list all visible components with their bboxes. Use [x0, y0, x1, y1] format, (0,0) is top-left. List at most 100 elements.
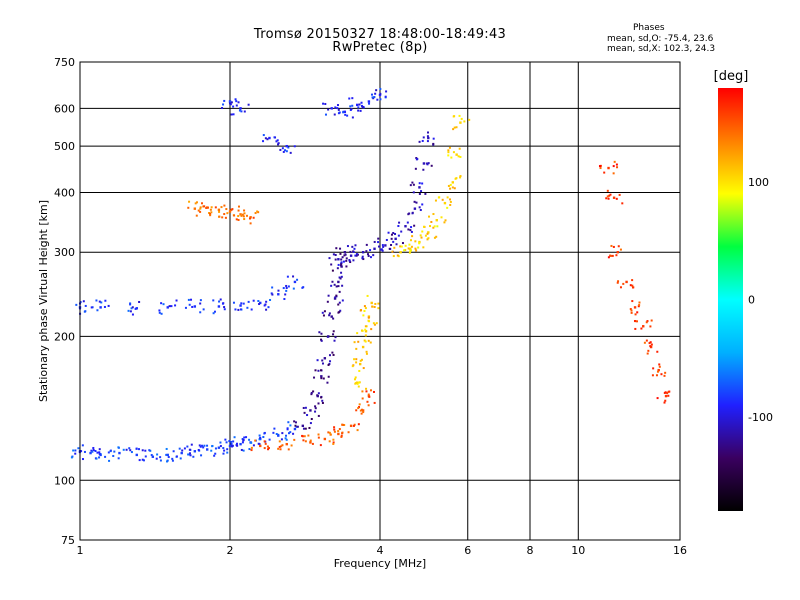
- data-point-scatter: [275, 432, 278, 435]
- data-point-scatter: [433, 236, 436, 239]
- data-point-scatter: [320, 332, 323, 335]
- data-point-scatter: [333, 339, 336, 342]
- y-axis-label: Stationary phase Virtual Height [km]: [37, 200, 50, 402]
- data-point-scatter: [231, 208, 234, 211]
- data-point-scatter: [303, 411, 306, 414]
- data-point-scatter: [374, 302, 377, 305]
- data-point-scatter: [199, 445, 202, 448]
- data-point-scatter: [243, 218, 246, 221]
- data-point-scatter: [365, 243, 368, 246]
- data-point-scatter: [238, 109, 241, 112]
- data-point-scatter: [640, 327, 643, 330]
- data-point: [166, 306, 169, 309]
- data-point-scatter: [285, 289, 288, 292]
- data-point-scatter: [373, 240, 376, 243]
- data-point-scatter: [223, 449, 226, 452]
- data-point-scatter: [414, 247, 417, 250]
- data-point-scatter: [247, 103, 250, 106]
- data-point-scatter: [188, 448, 191, 451]
- data-point-scatter: [266, 445, 269, 448]
- data-point-scatter: [666, 392, 669, 395]
- data-point-scatter: [322, 314, 325, 317]
- data-point-scatter: [135, 447, 138, 450]
- data-point-scatter: [236, 444, 239, 447]
- data-point: [355, 381, 359, 384]
- data-point-scatter: [252, 299, 255, 302]
- data-point-scatter: [199, 206, 202, 209]
- data-point-scatter: [94, 450, 97, 453]
- data-point-scatter: [415, 201, 418, 204]
- data-point-scatter: [201, 202, 204, 205]
- data-point-scatter: [354, 376, 357, 379]
- data-point-scatter: [636, 311, 639, 314]
- data-point-scatter: [165, 447, 168, 450]
- data-point-scatter: [232, 301, 235, 304]
- data-point-scatter: [98, 451, 101, 454]
- data-point-scatter: [158, 309, 161, 312]
- data-point-scatter: [667, 394, 670, 397]
- data-point-scatter: [353, 423, 356, 426]
- data-point-scatter: [144, 449, 147, 452]
- data-point-scatter: [195, 201, 198, 204]
- data-point-scatter: [369, 341, 372, 344]
- data-point-scatter: [459, 155, 462, 158]
- data-point-scatter: [650, 319, 653, 322]
- data-point: [642, 325, 645, 328]
- data-point-scatter: [134, 307, 137, 310]
- data-point-scatter: [432, 137, 435, 140]
- data-point-scatter: [449, 203, 452, 206]
- data-point-scatter: [424, 234, 427, 237]
- data-point-scatter: [453, 115, 456, 118]
- data-point-scatter: [366, 253, 369, 256]
- data-point-scatter: [363, 305, 366, 308]
- data-point-scatter: [289, 424, 292, 427]
- data-point-scatter: [188, 200, 191, 203]
- data-point-scatter: [341, 423, 344, 426]
- data-point-scatter: [195, 214, 198, 217]
- data-point-scatter: [619, 286, 622, 289]
- data-point-scatter: [277, 142, 280, 145]
- data-point: [409, 247, 412, 250]
- data-point-scatter: [141, 458, 144, 461]
- data-point-scatter: [629, 308, 632, 311]
- data-point-scatter: [336, 267, 339, 270]
- data-point-scatter: [328, 354, 331, 357]
- data-point-scatter: [651, 374, 654, 377]
- data-point-scatter: [376, 98, 379, 101]
- data-point-scatter: [384, 95, 387, 98]
- data-point-scatter: [458, 147, 461, 150]
- data-point: [333, 297, 337, 300]
- data-point-scatter: [235, 218, 238, 221]
- data-point-scatter: [349, 250, 352, 253]
- data-point-scatter: [327, 431, 330, 434]
- data-point-scatter: [250, 308, 253, 311]
- data-point-scatter: [276, 139, 279, 142]
- data-point-scatter: [332, 438, 335, 441]
- data-point-scatter: [359, 409, 362, 412]
- data-point-scatter: [199, 299, 202, 302]
- phases-stats-o: mean, sd,O: -75.4, 23.6: [607, 34, 714, 44]
- data-point: [259, 301, 262, 305]
- data-point-scatter: [381, 249, 384, 252]
- data-point-scatter: [649, 341, 652, 344]
- data-point-scatter: [455, 177, 458, 180]
- data-point-scatter: [283, 298, 286, 301]
- data-point-scatter: [395, 243, 398, 246]
- data-point-scatter: [327, 108, 330, 111]
- data-point-scatter: [606, 189, 609, 192]
- data-point-scatter: [656, 350, 659, 353]
- x-axis-label: Frequency [MHz]: [334, 557, 426, 570]
- data-point-scatter: [316, 359, 319, 362]
- data-point-scatter: [224, 438, 227, 441]
- data-point-scatter: [331, 269, 334, 272]
- data-point-scatter: [393, 246, 396, 249]
- data-point-scatter: [373, 323, 376, 326]
- data-point-scatter: [444, 219, 447, 222]
- data-point-scatter: [354, 254, 357, 257]
- data-point-scatter: [237, 218, 240, 221]
- data-point-scatter: [222, 103, 225, 106]
- data-point-scatter: [191, 305, 194, 308]
- data-point-scatter: [440, 216, 443, 219]
- data-point-scatter: [391, 250, 394, 253]
- data-point-scatter: [242, 215, 245, 218]
